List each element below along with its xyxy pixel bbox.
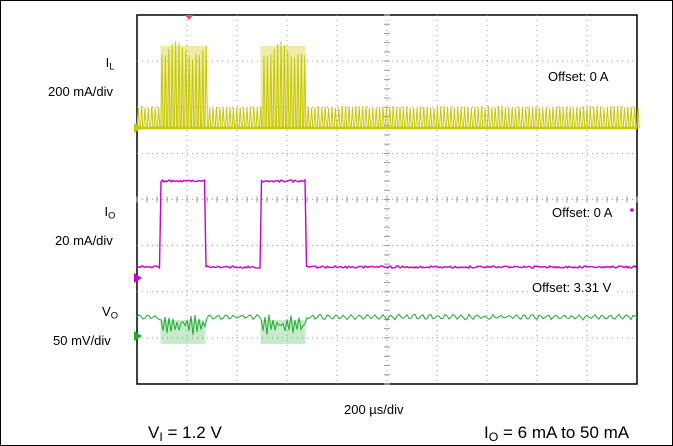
vo-name-label: VO [95,304,125,320]
vo-ripple-envelope [261,320,306,344]
il-burst-envelope [261,46,306,128]
il-offset-label: Offset: 0 A [546,69,610,84]
vo-scale-label: 50 mV/div [53,333,111,348]
io-offset-marker [630,208,634,212]
io-scale-label: 20 mA/div [55,233,113,248]
vin-condition-label: VI = 1.2 V [148,423,222,444]
vo-offset-label: Offset: 3.31 V [530,280,613,295]
il-scale-label: 200 mA/div [48,84,113,99]
il-name-label: IL [95,55,125,71]
io-condition-label: IO = 6 mA to 50 mA [484,423,629,444]
io-name-label: IO [95,204,125,220]
il-burst-envelope [161,46,206,128]
x-axis-label: 200 µs/div [344,402,404,417]
io-offset-label: Offset: 0 A [550,205,614,220]
vo-ripple-envelope [161,320,206,344]
